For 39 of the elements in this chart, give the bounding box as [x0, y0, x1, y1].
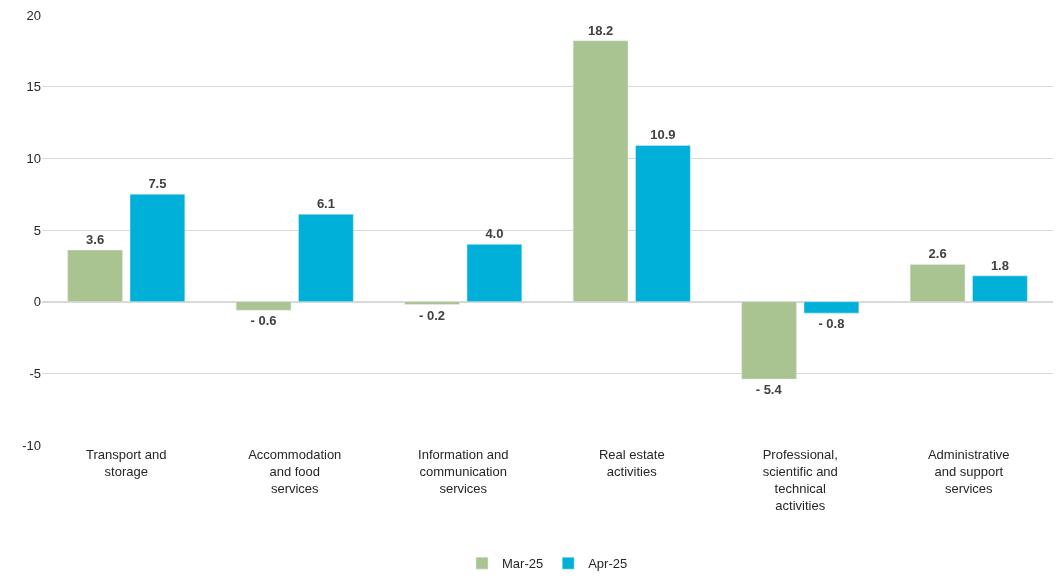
bar	[235, 301, 292, 311]
bar	[404, 301, 460, 305]
legend-label: Mar-25	[502, 556, 544, 572]
legend-label: Apr-25	[588, 556, 628, 572]
data-label: 3.6	[86, 232, 105, 248]
data-label: 2.6	[928, 246, 947, 262]
x-tick-label: Professional, scientific and technical activities	[762, 447, 838, 513]
data-label: 1.8	[990, 257, 1009, 273]
bar	[635, 145, 691, 302]
data-label: - 5.4	[755, 382, 783, 398]
data-label: 4.0	[485, 226, 504, 242]
x-tick-label: Real estate activities	[598, 447, 665, 479]
x-tick-label: Transport and storage	[86, 447, 167, 479]
y-tick-label: 15	[26, 79, 41, 95]
y-tick-label: 20	[26, 7, 41, 23]
y-tick-label: 0	[33, 294, 41, 310]
bar	[803, 301, 860, 314]
bar	[909, 264, 966, 302]
data-label: - 0.2	[419, 307, 446, 323]
bar	[67, 249, 123, 302]
bar	[298, 213, 354, 302]
data-label: 18.2	[587, 22, 614, 38]
data-label: - 0.6	[250, 313, 277, 329]
x-tick-label: Information and communication services	[418, 447, 509, 496]
y-tick-label: 5	[33, 222, 41, 238]
data-label: 10.9	[650, 127, 676, 143]
y-tick-label: 10	[26, 150, 41, 166]
x-tick-label: Accommodation and food services	[248, 447, 342, 496]
y-tick-label: -10	[22, 437, 41, 453]
bar	[572, 40, 629, 302]
data-label: 7.5	[148, 176, 167, 192]
x-tick-label: Administrative and support services	[927, 447, 1010, 496]
data-label: 6.1	[316, 196, 335, 212]
data-label: - 0.8	[818, 316, 845, 332]
y-tick-label: -5	[29, 365, 41, 381]
bar	[129, 193, 186, 302]
bar	[466, 244, 523, 302]
bar	[972, 275, 1028, 302]
bar	[741, 301, 797, 380]
